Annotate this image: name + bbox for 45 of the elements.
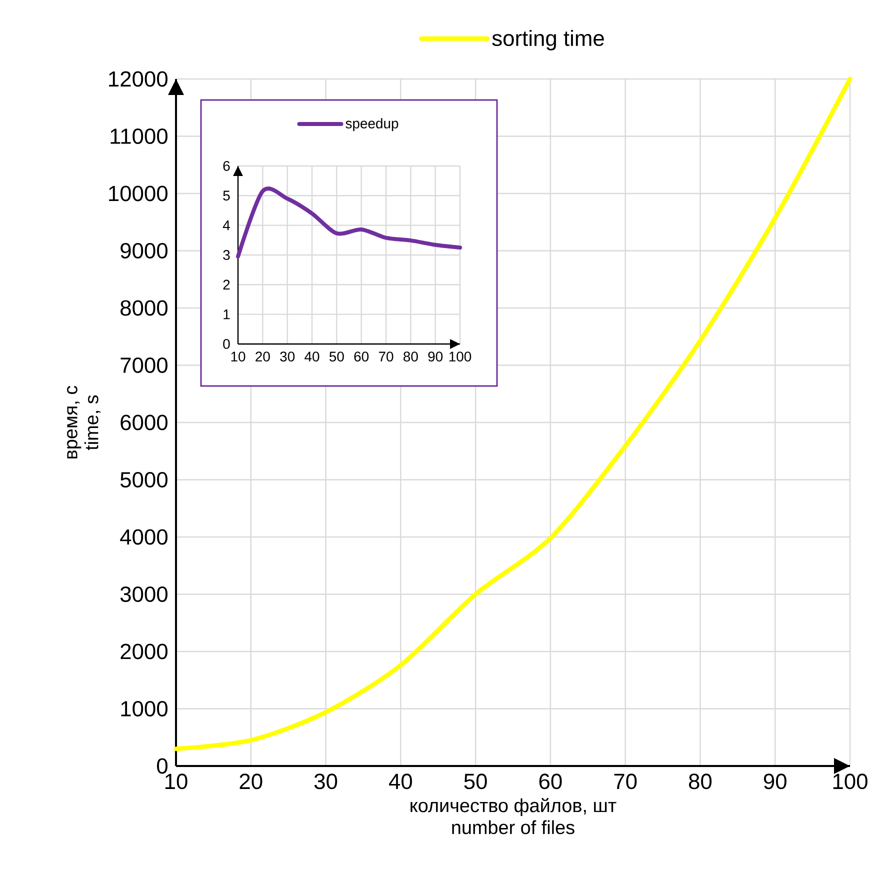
x-tick-label: 20 (240, 774, 262, 790)
y-tick-label: 3000 (120, 586, 168, 602)
x-tick-label: 60 (354, 352, 369, 362)
x-tick-label: 80 (688, 774, 712, 790)
x-tick-label: 40 (388, 774, 412, 790)
x-axis-title: количество файлов, шт number of files (410, 798, 616, 834)
x-tick-label: 30 (314, 774, 338, 790)
y-tick-label: 6 (223, 161, 230, 171)
x-tick-label: 80 (404, 352, 418, 362)
legend-label: speedup (346, 118, 398, 132)
y-tick-label: 8000 (120, 300, 168, 316)
y-tick-label: 4000 (120, 529, 168, 545)
y-tick-label: 2000 (120, 644, 168, 660)
x-tick-label: 50 (464, 774, 487, 790)
y-tick-label: 11000 (110, 128, 168, 144)
x-tick-label: 60 (539, 774, 562, 790)
x-tick-label: 100 (449, 352, 472, 362)
y-tick-label: 0 (157, 758, 168, 774)
y-tick-label: 1000 (121, 700, 168, 717)
y-tick-label: 9000 (120, 242, 168, 259)
x-tick-label: 70 (378, 352, 394, 362)
x-tick-label: 50 (329, 352, 344, 362)
y-tick-label: 10000 (109, 186, 168, 202)
x-tick-label: 20 (256, 352, 270, 362)
y-tick-label: 2 (223, 280, 230, 290)
x-tick-label: 70 (614, 774, 637, 790)
y-tick-label: 5 (223, 190, 230, 201)
y-axis-title: время, с time, s (67, 386, 101, 458)
y-tick-label: 4 (222, 220, 230, 230)
x-tick-label: 40 (304, 352, 320, 362)
legend-label: sorting time (492, 30, 604, 50)
line-series (174, 76, 852, 752)
y-tick-label: 0 (223, 339, 230, 349)
x-tick-label: 10 (231, 352, 246, 362)
y-tick-label: 12000 (109, 71, 168, 87)
x-tick-label: 10 (165, 774, 188, 790)
y-tick-label: 1 (224, 310, 230, 320)
y-tick-label: 3 (223, 250, 230, 260)
y-tick-label: 7000 (120, 357, 168, 374)
x-tick-label: 100 (833, 774, 868, 790)
x-tick-label: 90 (428, 352, 443, 362)
x-tick-label: 30 (280, 352, 295, 362)
y-tick-label: 6000 (120, 414, 168, 430)
y-tick-label: 5000 (120, 472, 168, 488)
x-tick-label: 90 (764, 774, 786, 790)
